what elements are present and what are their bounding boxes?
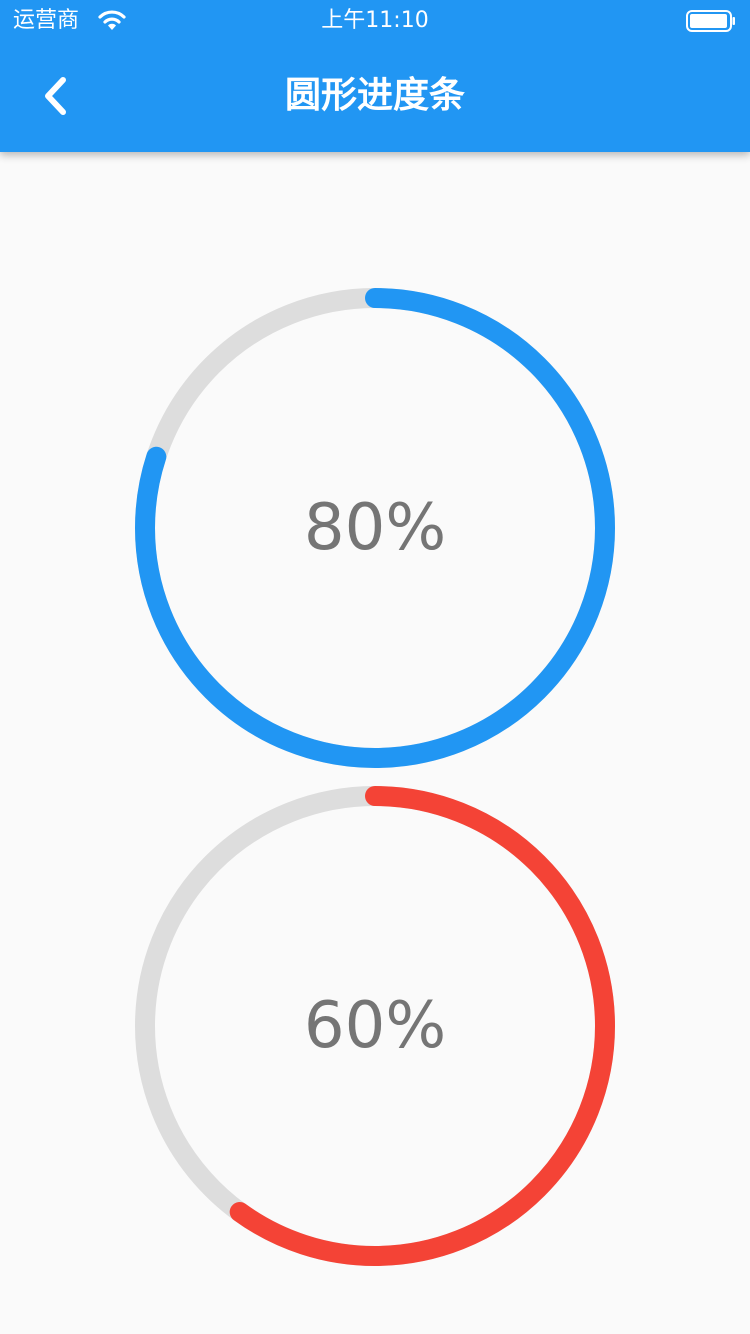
wifi-icon [98,10,126,30]
progress-arc [135,288,615,768]
progress-ring-red: 60% [135,786,615,1266]
page-title: 圆形进度条 [284,75,465,116]
progress-ring-graphic [135,288,615,768]
app-bar: 运营商 上午11:10 圆形进度条 [0,0,750,152]
progress-arc [135,786,615,1266]
status-bar: 运营商 上午11:10 [0,0,750,40]
progress-percent-label: 60% [303,989,447,1063]
progress-ring-graphic [135,786,615,1266]
progress-percent-label: 80% [303,491,447,565]
progress-ring-blue: 80% [135,288,615,768]
toolbar: 圆形进度条 [0,40,750,152]
carrier-label: 运营商 [13,8,80,33]
status-time: 上午11:10 [321,8,429,33]
back-button[interactable] [24,60,88,132]
battery-icon [686,10,735,32]
chevron-left-icon [45,77,66,115]
